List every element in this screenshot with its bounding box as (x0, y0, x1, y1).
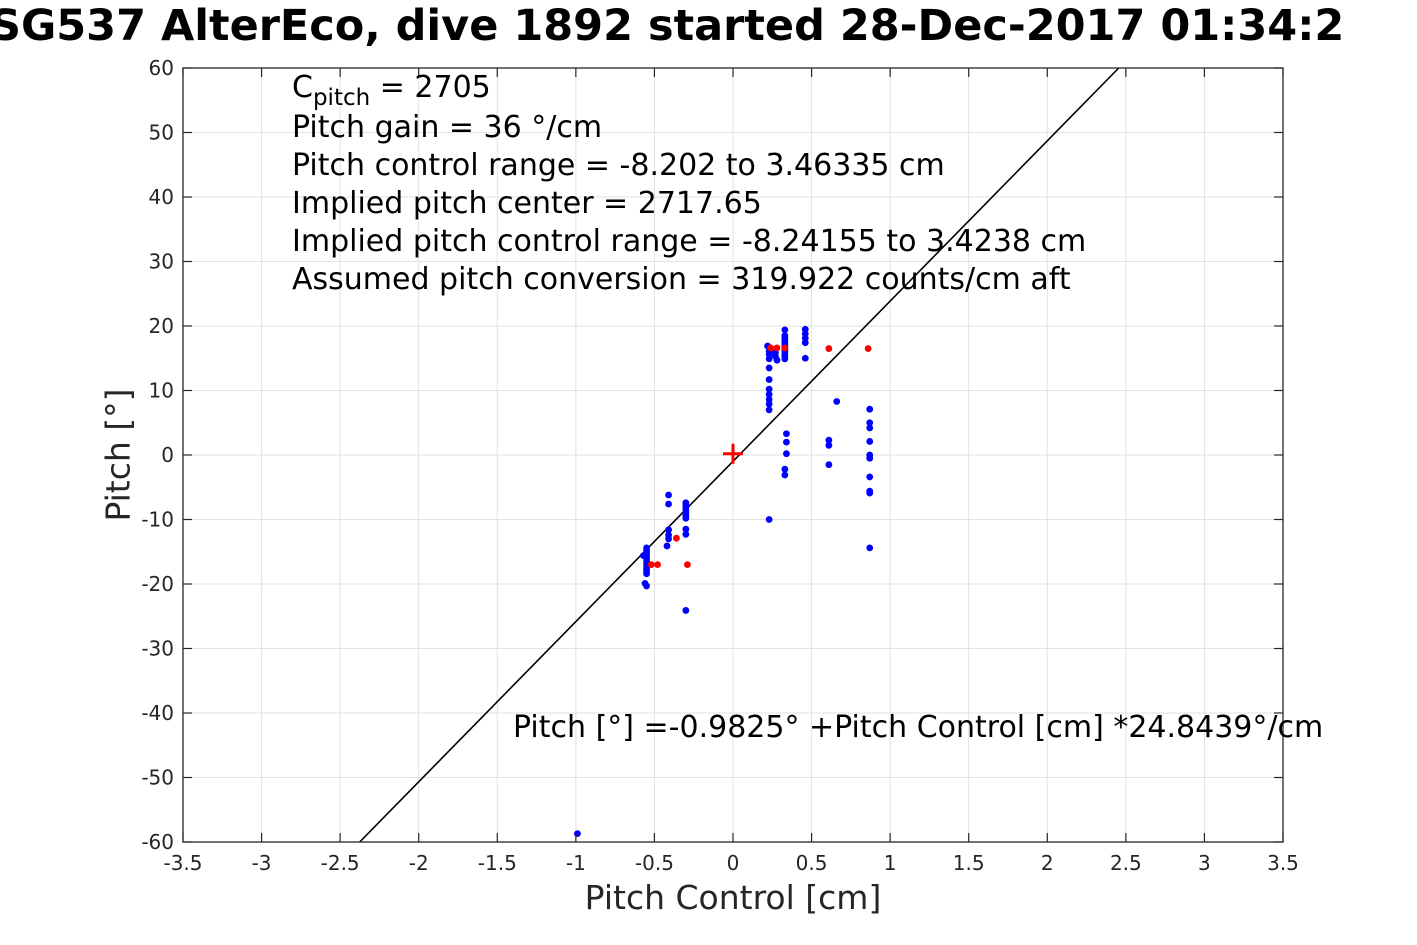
pitch-observations-blue (866, 405, 874, 413)
x-tick-label: 0.5 (796, 851, 828, 875)
pitch-observations-blue (866, 473, 874, 481)
plot-title: SG537 AlterEco, dive 1892 started 28-Dec… (0, 1, 1345, 51)
pitch-observations-blue (783, 438, 790, 446)
pitch-observations-blue (866, 489, 874, 497)
pitch-observations-red (684, 561, 691, 569)
pitch-observations-blue (682, 607, 690, 614)
pitch-observations-blue (665, 526, 672, 534)
pitch-observations-blue (643, 570, 650, 578)
pitch-observations-blue (825, 461, 833, 469)
pitch-observations-blue (765, 406, 773, 414)
pitch-observations-blue (665, 491, 672, 499)
x-tick-label: 1 (884, 851, 897, 875)
c-pitch-value: = 2705 (370, 70, 491, 105)
pitch-observations-red (773, 344, 781, 352)
calibration-annotation-block: Cpitch = 2705 Pitch gain = 36 °/cm Pitch… (292, 69, 1086, 299)
pitch-observations-blue (825, 441, 833, 449)
y-tick-label: 60 (149, 56, 174, 80)
pitch-observations-blue (765, 376, 773, 383)
fit-equation-label: Pitch [°] =-0.9825° +Pitch Control [cm] … (513, 710, 1324, 745)
pitch-observations-blue (781, 471, 789, 479)
pitch-observations-blue (640, 552, 647, 560)
annotation-implied-pitch-control-range: Implied pitch control range = -8.24155 t… (292, 224, 1087, 259)
x-tick-label: 3.5 (1267, 851, 1299, 875)
pitch-observations-blue (866, 438, 874, 445)
y-tick-label: -20 (141, 572, 174, 596)
pitch-observations-red (767, 344, 775, 352)
y-tick-label: -10 (141, 508, 174, 532)
pitch-observations-blue (781, 326, 789, 334)
pitch-observations-blue (781, 465, 789, 473)
pitch-observations-blue (665, 535, 672, 543)
x-tick-label: 3 (1198, 851, 1211, 875)
x-tick-label: -3.5 (163, 851, 202, 875)
pitch-observations-blue (866, 419, 874, 427)
x-tick-label: 1.5 (953, 851, 985, 875)
pitch-observations-blue (866, 544, 874, 552)
c-pitch-subscript: pitch (312, 85, 371, 111)
x-tick-label: -2 (409, 851, 429, 875)
pitch-observations-blue (765, 364, 773, 372)
y-tick-label: 10 (149, 379, 174, 403)
pitch-observations-red (673, 534, 680, 542)
pitch-observations-blue (801, 339, 809, 347)
pitch-observations-blue (665, 500, 672, 508)
y-tick-label: 20 (149, 314, 174, 338)
pitch-observations-blue (866, 454, 874, 462)
y-tick-label: -60 (141, 830, 174, 854)
x-tick-label: 2 (1041, 851, 1054, 875)
pitch-observations-blue (765, 385, 773, 393)
pitch-observations-blue (663, 542, 671, 550)
x-tick-label: -2.5 (321, 851, 360, 875)
annotation-pitch-gain: Pitch gain = 36 °/cm (292, 110, 603, 145)
x-axis-label: Pitch Control [cm] (584, 878, 882, 917)
pitch-observations-blue (574, 830, 581, 838)
pitch-observations-red (647, 561, 655, 569)
pitch-observations-red (781, 344, 789, 352)
pitch-observations-blue (783, 450, 790, 458)
pitch-observations-blue (783, 430, 790, 438)
pitch-observations-blue (643, 582, 650, 590)
c-pitch-base: C (292, 70, 313, 105)
annotation-assumed-pitch-conversion: Assumed pitch conversion = 319.922 count… (292, 262, 1071, 297)
pitch-observations-blue (833, 398, 841, 405)
pitch-observations-blue (682, 514, 690, 522)
annotation-c-pitch: Cpitch = 2705 (292, 69, 1086, 111)
pitch-observations-blue (765, 355, 773, 363)
x-tick-label: -3 (252, 851, 272, 875)
pitch-observations-red (654, 561, 661, 569)
y-tick-label: 50 (149, 121, 174, 145)
pitch-observations-blue (682, 530, 690, 538)
pitch-observations-blue (765, 516, 773, 523)
pitch-observations-blue (801, 354, 809, 362)
y-tick-label: -30 (141, 637, 174, 661)
x-tick-label: 2.5 (1110, 851, 1142, 875)
annotation-implied-pitch-center: Implied pitch center = 2717.65 (292, 186, 762, 221)
y-tick-label: -40 (141, 701, 174, 725)
pitch-observations-blue (773, 356, 781, 364)
x-tick-label: -1.5 (478, 851, 517, 875)
pitch-observations-red (864, 345, 872, 352)
x-tick-label: 0 (727, 851, 740, 875)
x-tick-label: -0.5 (635, 851, 674, 875)
pitch-observations-blue (781, 355, 789, 363)
pitch-observations-blue (866, 424, 874, 432)
pitch-observations-blue (765, 400, 773, 408)
y-axis-label: Pitch [°] (98, 388, 138, 522)
y-tick-label: 40 (149, 185, 174, 209)
pitch-observations-red (825, 345, 833, 352)
pitch-observations-blue (682, 525, 690, 533)
x-tick-label: -1 (566, 851, 586, 875)
annotation-pitch-control-range: Pitch control range = -8.202 to 3.46335 … (292, 148, 945, 183)
pitch-observations-blue (825, 436, 833, 444)
y-tick-label: 0 (161, 443, 174, 467)
y-tick-label: 30 (149, 250, 174, 274)
y-tick-label: -50 (141, 766, 174, 790)
pitch-observations-blue (765, 390, 773, 398)
